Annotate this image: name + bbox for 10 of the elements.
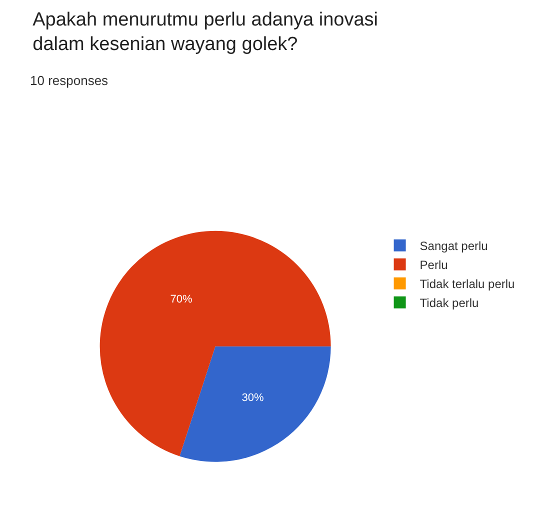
chart-title: Apakah menurutmu perlu adanya inovasi dalam kesenian wayang golek?	[32, 9, 378, 55]
legend-label: Tidak perlu	[420, 296, 479, 310]
data-label: 70%	[170, 294, 192, 306]
data-label: 30%	[242, 392, 264, 404]
chart-subtitle: 10 responses	[30, 73, 109, 88]
legend-label: Sangat perlu	[420, 239, 488, 254]
pie-slice	[180, 346, 331, 462]
legend-label: Perlu	[420, 258, 448, 272]
legend-label: Tidak terlalu perlu	[420, 277, 515, 292]
pie-slice	[100, 230, 331, 456]
